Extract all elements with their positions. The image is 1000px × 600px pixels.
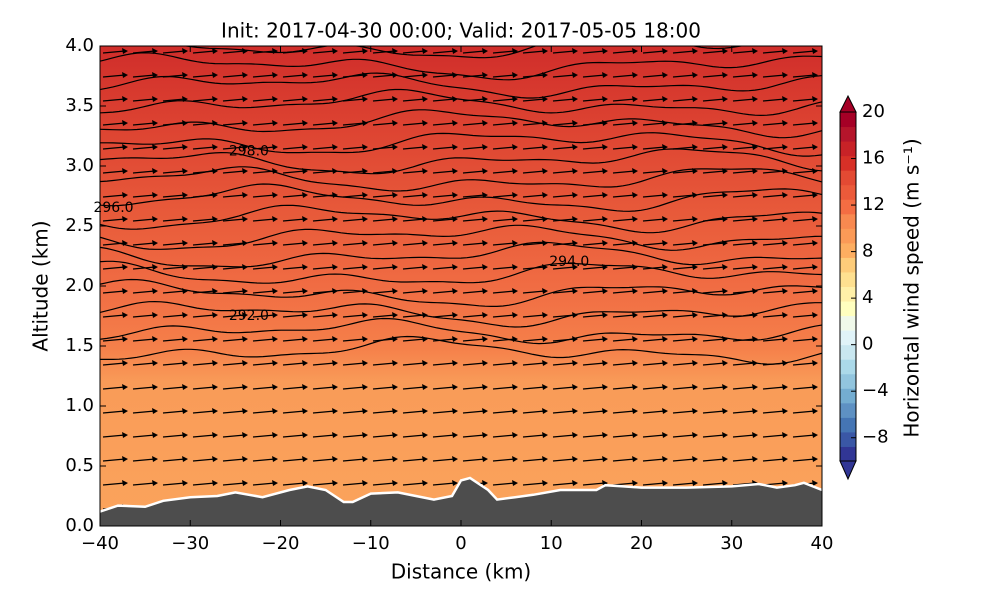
colorbar-swatch (840, 242, 856, 258)
y-axis-label: Altitude (km) (29, 220, 53, 351)
colorbar-swatch (840, 184, 856, 200)
colorbar-swatch (840, 315, 856, 331)
y-tick-label: 1.5 (65, 335, 94, 356)
colorbar-tick-label: 16 (862, 148, 885, 169)
colorbar-tick-label: 8 (862, 241, 873, 262)
colorbar-swatch (840, 170, 856, 186)
terrain-fill (100, 478, 822, 526)
colorbar-swatch (840, 431, 856, 447)
colorbar-tick-label: 4 (862, 287, 873, 308)
colorbar-swatch (840, 344, 856, 360)
colorbar-swatch (840, 446, 856, 462)
y-tick-label: 2.5 (65, 215, 94, 236)
colorbar-swatch (840, 373, 856, 389)
colorbar-label: Horizontal wind speed (m s⁻¹) (900, 138, 924, 437)
colorbar-swatch (840, 141, 856, 157)
plot-area (100, 46, 822, 526)
y-tick-label: 3.0 (65, 155, 94, 176)
contour-label: 296.0 (93, 200, 133, 216)
x-tick-label: 10 (540, 533, 563, 554)
colorbar-swatch (840, 388, 856, 404)
colorbar-tick-label: −8 (862, 427, 889, 448)
contour-label: 298.0 (229, 144, 269, 160)
colorbar-swatch (840, 359, 856, 375)
y-tick-label: 3.5 (65, 95, 94, 116)
x-tick-label: 0 (455, 533, 466, 554)
colorbar: −8 −4 0 4 8 12 16 20 (839, 94, 889, 481)
colorbar-swatch (840, 417, 856, 433)
y-tick-label: 1.0 (65, 395, 94, 416)
x-axis-label: Distance (km) (391, 560, 531, 584)
contour-label: 292.0 (229, 308, 269, 324)
colorbar-swatch (840, 112, 856, 128)
y-tick-label: 0.0 (65, 515, 94, 536)
contour-label: 294.0 (549, 254, 589, 270)
colorbar-swatch (840, 257, 856, 273)
colorbar-swatch (840, 271, 856, 287)
colorbar-frame (839, 111, 857, 462)
colorbar-swatch (840, 155, 856, 171)
colorbar-swatch (840, 330, 856, 346)
x-tick-label: −20 (262, 533, 300, 554)
colorbar-swatch (840, 126, 856, 142)
terrain-layer (100, 476, 822, 526)
y-tick-label: 2.0 (65, 275, 94, 296)
x-tick-label: 20 (630, 533, 653, 554)
y-tick-label: 4.0 (65, 35, 94, 56)
colorbar-extend-max (839, 94, 857, 113)
colorbar-swatch (840, 301, 856, 317)
x-tick-label: 40 (811, 533, 834, 554)
x-tick-label: −40 (81, 533, 119, 554)
wind-vectors (100, 46, 822, 526)
colorbar-swatch (840, 228, 856, 244)
colorbar-extend-min (839, 460, 857, 481)
colorbar-swatch (840, 286, 856, 302)
colorbar-tick-label: 20 (862, 101, 885, 122)
x-tick-label: 30 (720, 533, 743, 554)
colorbar-swatch (840, 199, 856, 215)
x-tick-label: −10 (352, 533, 390, 554)
x-tick-label: −30 (171, 533, 209, 554)
colorbar-tick-label: 0 (862, 334, 873, 355)
y-tick-label: 0.5 (65, 455, 94, 476)
chart-title: Init: 2017-04-30 00:00; Valid: 2017-05-0… (221, 19, 701, 43)
colorbar-swatch (840, 213, 856, 229)
colorbar-swatch (840, 402, 856, 418)
colorbar-tick-label: −4 (862, 380, 889, 401)
terrain-outline (100, 476, 822, 513)
colorbar-tick-label: 12 (862, 194, 885, 215)
